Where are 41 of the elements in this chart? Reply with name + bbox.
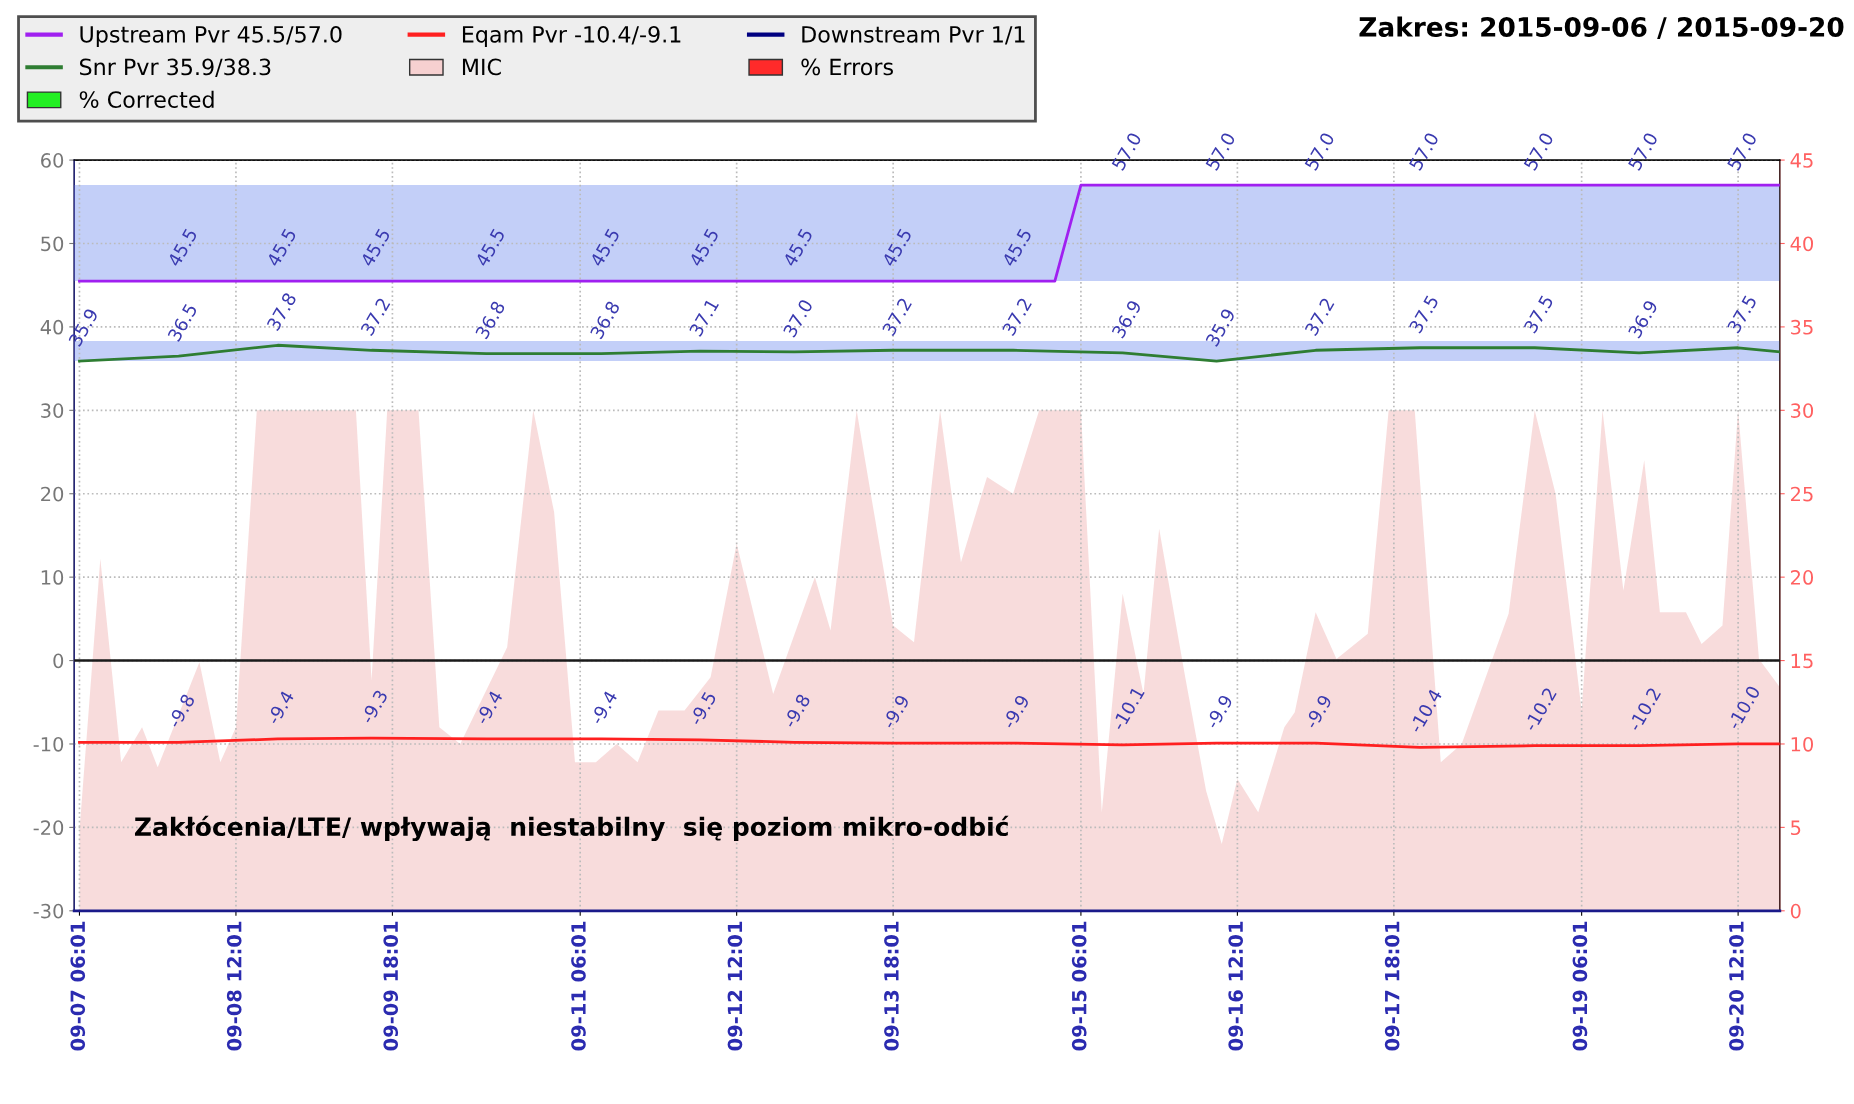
y-tick-label: 40 (40, 319, 64, 335)
line-series (78, 736, 1780, 749)
x-tick-label: 09-15 06:01 (1071, 921, 1087, 1051)
y-tick-label: 50 (41, 236, 64, 252)
y-tick-label: 10 (41, 570, 64, 585)
y-tick-label: 30 (41, 403, 64, 418)
y-tick-label: 20 (41, 486, 64, 502)
legend-label: Eqam Pvr -10.4/-9.1 (462, 25, 681, 48)
x-tick-label: 09-16 12:01 (1228, 921, 1244, 1051)
legend-label: % Errors (801, 58, 893, 76)
y-tick-label: -30 (33, 903, 64, 919)
y2-tick-label: 10 (1791, 736, 1814, 752)
y-tick-label: 0 (53, 653, 64, 669)
legend-label: Snr Pvr 35.9/38.3 (79, 58, 271, 78)
x-tick-label: 09-11 06:01 (571, 921, 586, 1051)
y2-tick-label: 25 (1790, 486, 1813, 502)
x-tick-label: 09-09 18:01 (383, 921, 399, 1051)
chart-title: Zakres: 2015-09-06 / 2015-09-20 (1359, 16, 1844, 40)
annotation: Zakłócenia/LTE/ wpływają niestabilny się poziom mikro-odbić (134, 815, 1009, 842)
y2-tick-label: 35 (1791, 319, 1813, 335)
legend-label: Upstream Pvr 45.5/57.0 (80, 25, 342, 48)
y2-tick-label: 5 (1791, 820, 1801, 836)
x-tick-label: 09-17 18:01 (1384, 921, 1400, 1051)
legend-label: % Corrected (79, 90, 214, 108)
y2-tick-label: 15 (1791, 653, 1813, 669)
x-tick-label: 09-20 12:01 (1729, 921, 1744, 1051)
y-tick-label: -10 (33, 736, 64, 752)
legend-label: MIC (462, 58, 501, 76)
legend-label: Downstream Pvr 1/1 (802, 26, 1025, 45)
y2-tick-label: 40 (1790, 236, 1814, 252)
y2-tick-label: 45 (1790, 153, 1813, 168)
x-tick-label: 09-07 06:01 (70, 921, 86, 1051)
y2-tick-label: 30 (1791, 403, 1814, 418)
x-tick-label: 09-12 12:01 (727, 921, 743, 1051)
y2-tick-label: 20 (1790, 570, 1814, 585)
x-tick-label: 09-08 12:01 (226, 921, 242, 1051)
y-tick-label: 60 (41, 153, 64, 168)
x-tick-label: 09-13 18:01 (884, 921, 899, 1051)
y2-tick-label: 0 (1790, 903, 1801, 919)
y-tick-label: -20 (33, 820, 64, 836)
x-tick-label: 09-19 06:01 (1572, 921, 1588, 1051)
